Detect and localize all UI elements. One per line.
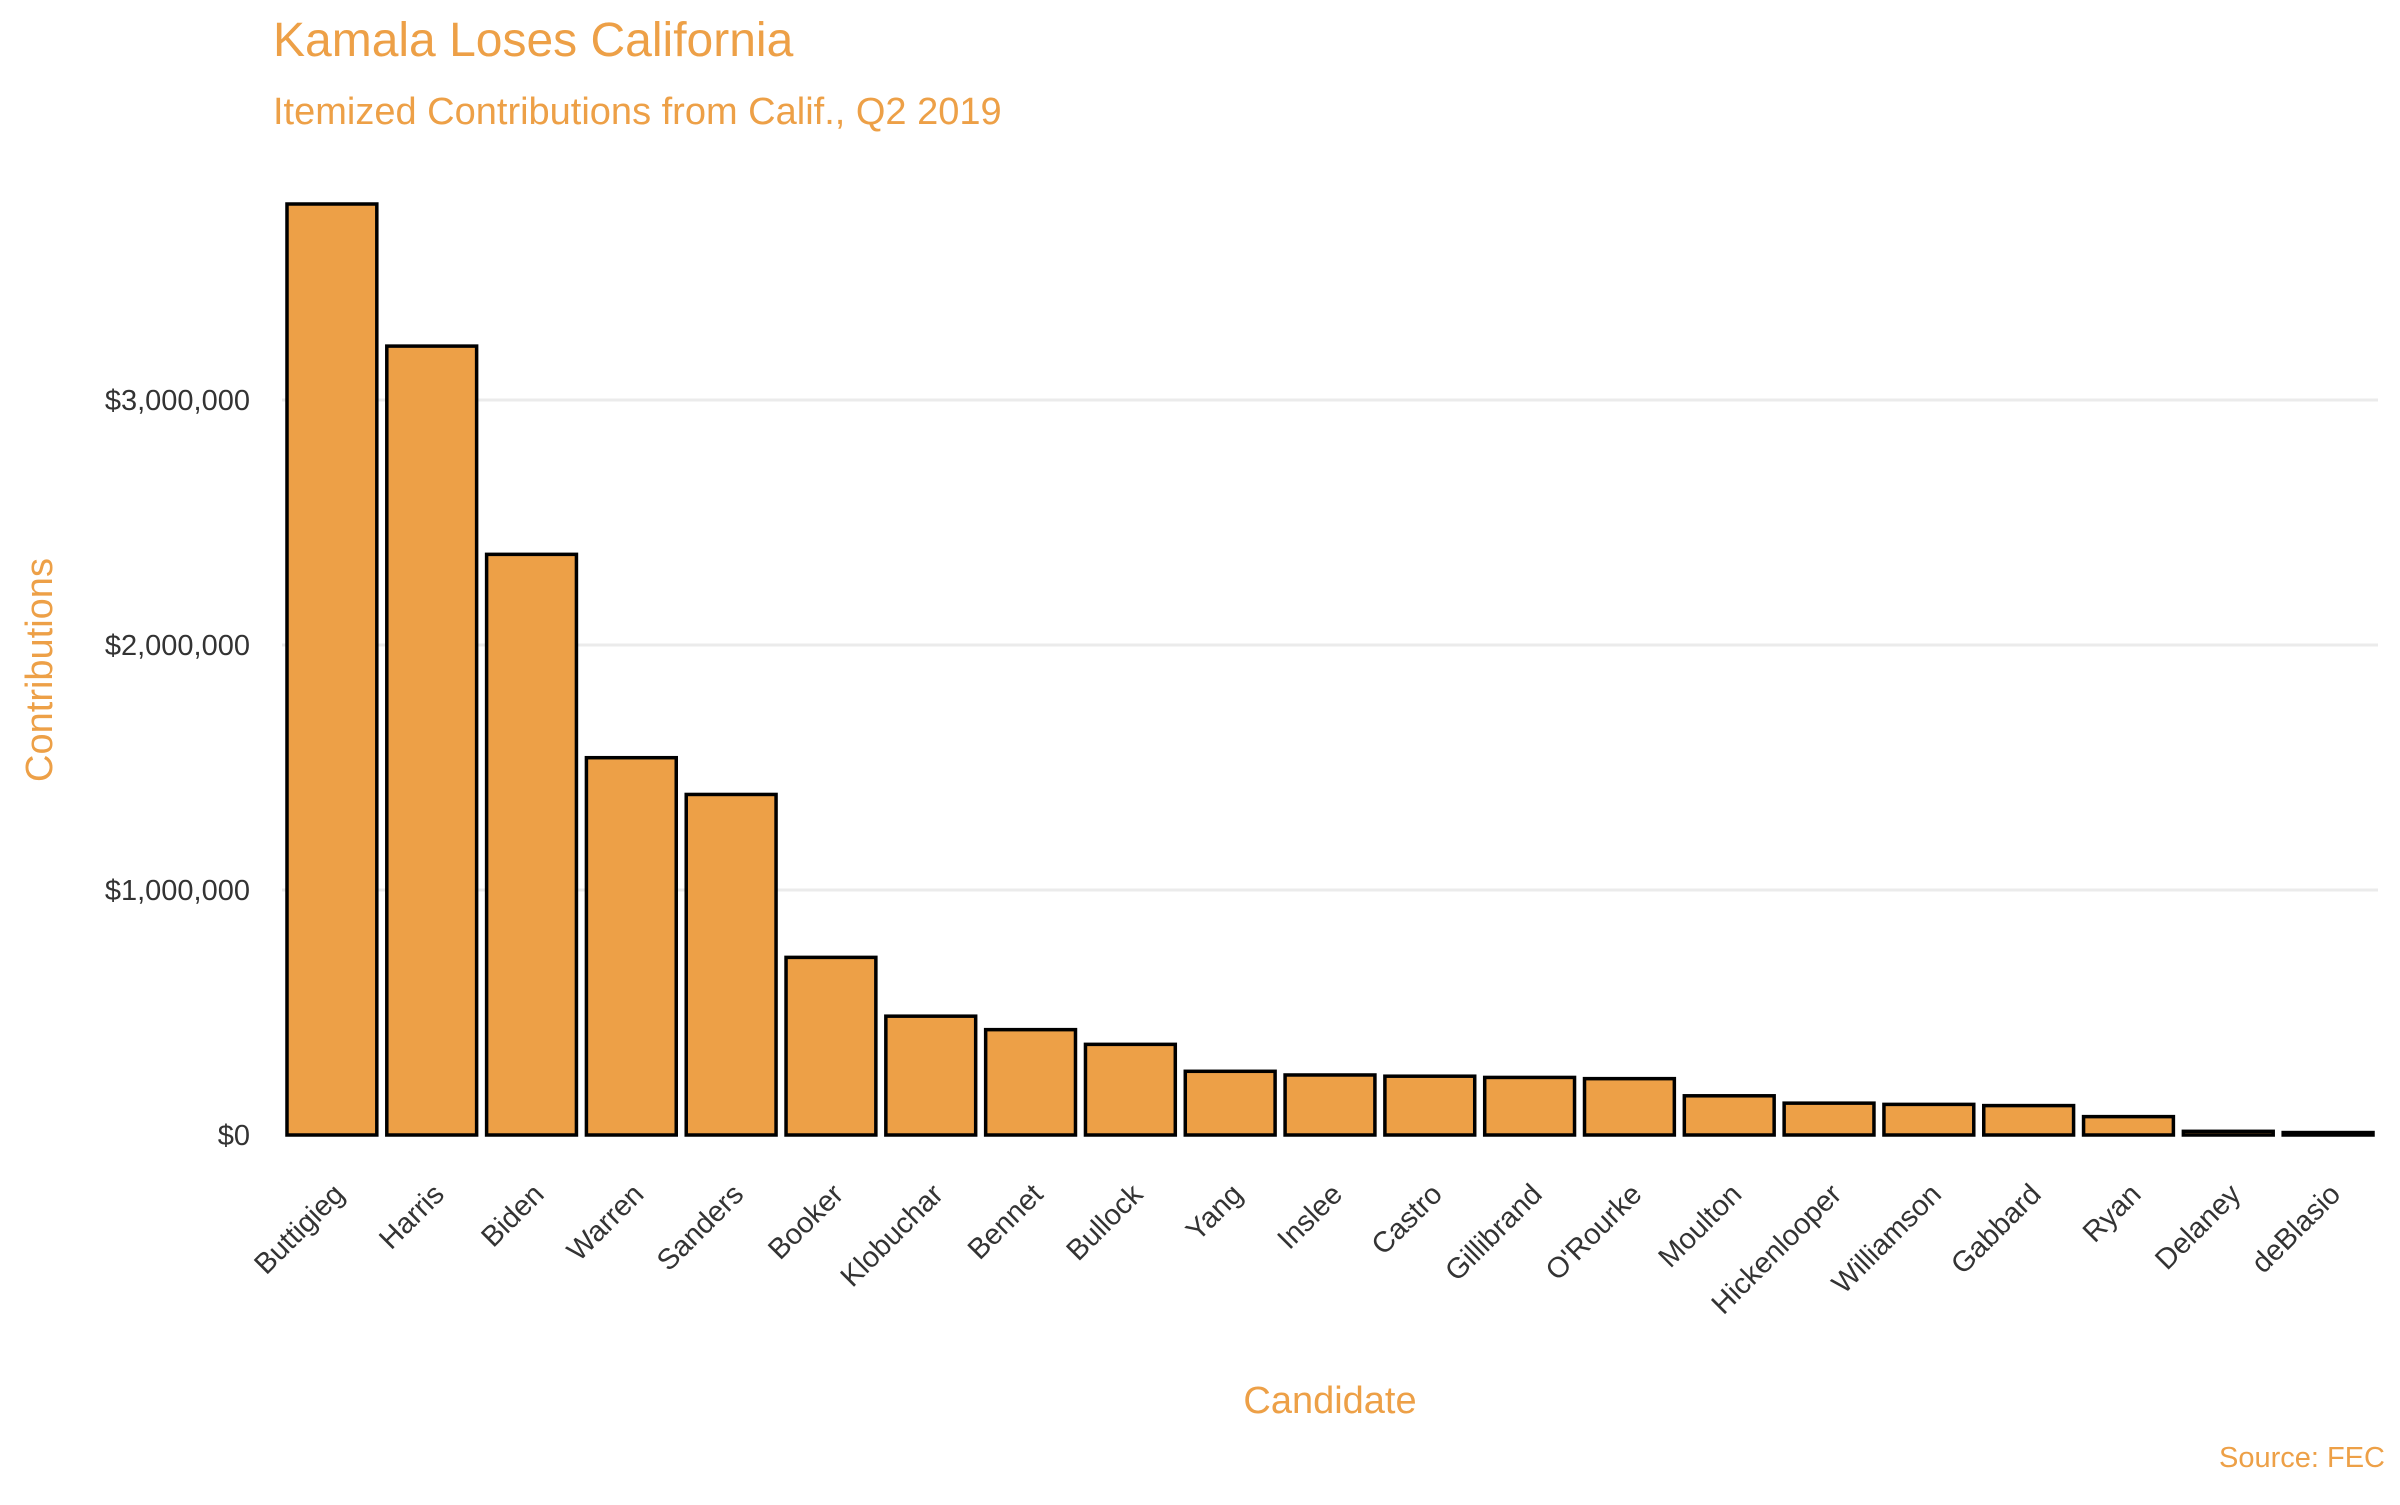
- y-tick-label-0: $0: [218, 1120, 250, 1152]
- bar-sanders: [684, 792, 778, 1137]
- x-tick-label-sanders: Sanders: [651, 1178, 750, 1277]
- y-tick-label-2: $2,000,000: [105, 630, 250, 662]
- x-tick-label-booker: Booker: [762, 1178, 850, 1266]
- x-tick-label-williamson: Williamson: [1826, 1178, 1948, 1300]
- y-axis-label: Contributions: [19, 558, 61, 782]
- x-axis-label: Candidate: [1243, 1380, 1416, 1422]
- x-tick-label-bullock: Bullock: [1061, 1178, 1150, 1267]
- chart-subtitle: Itemized Contributions from Calif., Q2 2…: [273, 91, 1002, 133]
- bar-delaney: [2181, 1129, 2275, 1137]
- bar-moulton: [1682, 1094, 1776, 1137]
- bar-inslee: [1283, 1073, 1377, 1137]
- bar-warren: [584, 755, 678, 1137]
- x-tick-label-delaney: Delaney: [2149, 1178, 2247, 1276]
- bar-deblasio: [2281, 1130, 2375, 1137]
- bar-ryan: [2081, 1114, 2176, 1137]
- x-tick-label-warren: Warren: [561, 1178, 650, 1267]
- x-tick-label-ryan: Ryan: [2077, 1178, 2148, 1249]
- bar-biden: [484, 552, 579, 1137]
- x-tick-label-inslee: Inslee: [1272, 1178, 1349, 1255]
- x-axis-ticks: Buttigieg Harris Biden Warren Sanders BookerK…: [248, 1178, 2347, 1321]
- x-tick-label-o-rourke: O'Rourke: [1540, 1178, 1649, 1287]
- bar-williamson: [1882, 1102, 1976, 1137]
- bar-gabbard: [1982, 1103, 2076, 1137]
- source-caption: Source: FEC: [2219, 1442, 2385, 1474]
- bar-booker: [784, 955, 878, 1137]
- x-tick-label-harris: Harris: [373, 1178, 450, 1255]
- x-tick-label-gabbard: Gabbard: [1945, 1178, 2047, 1280]
- bar-harris: [385, 344, 479, 1137]
- y-axis-ticks: $0 $1,000,000 $2,000,000 $3,000,000: [105, 385, 250, 1152]
- bar-klobuchar: [884, 1014, 978, 1137]
- bar-bullock: [1083, 1042, 1178, 1137]
- bar-yang: [1183, 1069, 1277, 1137]
- y-tick-label-1: $1,000,000: [105, 875, 250, 907]
- x-tick-label-moulton: Moulton: [1653, 1178, 1749, 1274]
- bar-hickenlooper: [1782, 1101, 1876, 1137]
- x-tick-label-yang: Yang: [1180, 1178, 1249, 1247]
- bar-bennet: [983, 1027, 1078, 1137]
- bar-o-rourke: [1582, 1076, 1677, 1137]
- bar-gillibrand: [1482, 1075, 1577, 1137]
- bar-buttigieg: [285, 202, 379, 1137]
- x-tick-label-deblasio: deBlasio: [2246, 1178, 2347, 1279]
- y-tick-label-3: $3,000,000: [105, 385, 250, 417]
- x-tick-label-bennet: Bennet: [962, 1178, 1050, 1266]
- x-tick-label-gillibrand: Gillibrand: [1439, 1178, 1548, 1287]
- x-tick-label-castro: Castro: [1366, 1178, 1449, 1261]
- x-tick-label-buttigieg: Buttigieg: [248, 1178, 350, 1280]
- chart-title: Kamala Loses California: [273, 14, 794, 67]
- bars: [285, 202, 2375, 1137]
- bar-castro: [1383, 1074, 1477, 1137]
- x-tick-label-biden: Biden: [475, 1178, 550, 1253]
- x-tick-label-klobuchar: Klobuchar: [835, 1178, 950, 1293]
